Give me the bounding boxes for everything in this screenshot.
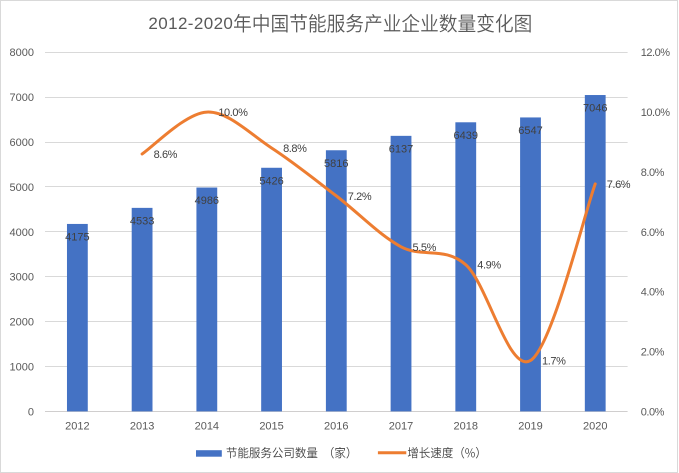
svg-text:6137: 6137: [389, 143, 413, 155]
svg-text:4175: 4175: [65, 232, 89, 244]
svg-text:4.0%: 4.0%: [641, 287, 665, 299]
svg-text:4.9%: 4.9%: [477, 260, 501, 272]
svg-text:2018: 2018: [454, 421, 478, 433]
svg-text:2012-2020: 2012-2020: [148, 14, 233, 33]
svg-text:2014: 2014: [195, 421, 219, 433]
svg-text:2013: 2013: [130, 421, 154, 433]
svg-text:2015: 2015: [259, 421, 283, 433]
svg-text:6547: 6547: [518, 125, 542, 137]
svg-text:5000: 5000: [10, 182, 34, 194]
svg-text:6439: 6439: [454, 130, 478, 142]
svg-text:5.5%: 5.5%: [413, 242, 437, 254]
svg-text:7046: 7046: [583, 103, 607, 115]
svg-text:7.6%: 7.6%: [607, 179, 631, 191]
svg-text:0.0%: 0.0%: [641, 406, 665, 418]
svg-text:5426: 5426: [259, 175, 283, 187]
svg-text:1.7%: 1.7%: [542, 356, 566, 368]
svg-text:12.0%: 12.0%: [641, 47, 670, 59]
svg-text:5816: 5816: [324, 158, 348, 170]
svg-text:4986: 4986: [195, 195, 219, 207]
svg-text:2017: 2017: [389, 421, 413, 433]
svg-text:10.0%: 10.0%: [641, 107, 670, 119]
svg-text:10.0%: 10.0%: [218, 107, 248, 119]
svg-text:8000: 8000: [10, 47, 34, 59]
svg-text:6000: 6000: [10, 137, 34, 149]
svg-text:2020: 2020: [583, 421, 607, 433]
svg-text:8.0%: 8.0%: [641, 167, 665, 179]
svg-text:6.0%: 6.0%: [641, 227, 665, 239]
svg-text:3000: 3000: [10, 272, 34, 284]
svg-text:4000: 4000: [10, 227, 34, 239]
svg-text:8.6%: 8.6%: [154, 149, 178, 161]
svg-text:8.8%: 8.8%: [283, 143, 307, 155]
svg-text:1000: 1000: [10, 362, 34, 374]
svg-text:2000: 2000: [10, 317, 34, 329]
svg-text:4533: 4533: [130, 215, 154, 227]
svg-text:2012: 2012: [65, 421, 89, 433]
svg-text:2016: 2016: [324, 421, 348, 433]
svg-text:7000: 7000: [10, 92, 34, 104]
svg-text:7.2%: 7.2%: [348, 191, 372, 203]
svg-text:0: 0: [28, 406, 34, 418]
svg-text:2.0%: 2.0%: [641, 347, 665, 359]
svg-text:2019: 2019: [518, 421, 542, 433]
